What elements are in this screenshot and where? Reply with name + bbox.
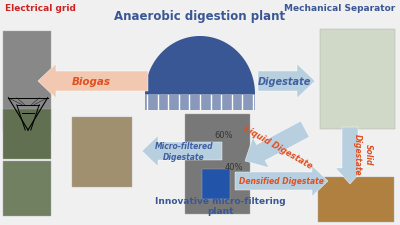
Bar bbox=[72, 117, 132, 187]
Text: Liquid Digestate: Liquid Digestate bbox=[242, 124, 314, 171]
Polygon shape bbox=[336, 127, 364, 184]
Bar bbox=[185, 115, 250, 214]
Text: Digestate: Digestate bbox=[257, 77, 311, 87]
Text: 60%: 60% bbox=[215, 131, 233, 140]
Text: Mechanical Separator: Mechanical Separator bbox=[284, 4, 395, 13]
Text: Biogas: Biogas bbox=[72, 77, 110, 87]
Bar bbox=[202, 169, 230, 199]
Polygon shape bbox=[235, 166, 328, 196]
Bar bbox=[318, 177, 394, 222]
Text: Innovative micro-filtering
plant: Innovative micro-filtering plant bbox=[155, 196, 285, 215]
Text: Densified Digestate: Densified Digestate bbox=[238, 177, 324, 186]
Polygon shape bbox=[38, 65, 148, 99]
Polygon shape bbox=[145, 37, 255, 94]
Polygon shape bbox=[142, 136, 222, 167]
Text: Micro-filtered
Digestate: Micro-filtered Digestate bbox=[155, 142, 213, 161]
Bar bbox=[145, 94, 255, 110]
Bar bbox=[3, 110, 51, 159]
Bar bbox=[3, 32, 51, 131]
Polygon shape bbox=[245, 122, 309, 168]
Bar bbox=[320, 30, 395, 129]
Text: Solid
Digestate: Solid Digestate bbox=[353, 134, 373, 175]
Text: Electrical grid: Electrical grid bbox=[5, 4, 76, 13]
Polygon shape bbox=[258, 65, 315, 99]
Text: Anaerobic digestion plant: Anaerobic digestion plant bbox=[114, 10, 286, 23]
Text: 40%: 40% bbox=[225, 163, 243, 172]
Bar bbox=[3, 161, 51, 216]
